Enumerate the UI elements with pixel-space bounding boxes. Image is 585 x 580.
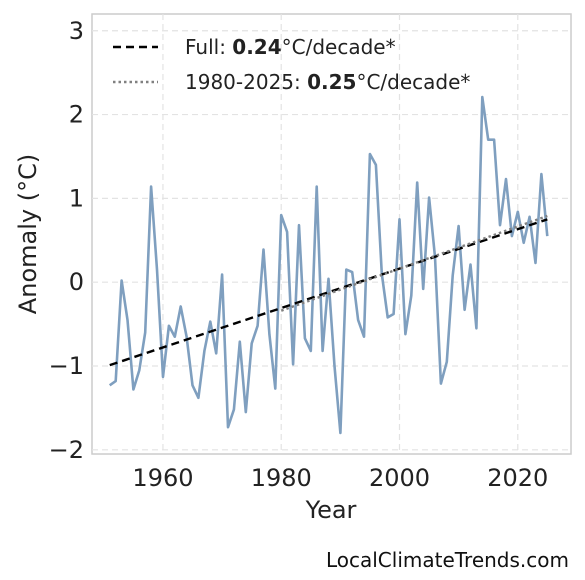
legend-text-part: 0.24 — [232, 35, 281, 59]
watermark: LocalClimateTrends.com — [325, 548, 569, 572]
y-tick-label: 1 — [69, 184, 84, 212]
trend-group — [109, 214, 548, 367]
legend-entry-0: Full: 0.24°C/decade* — [185, 35, 396, 59]
legend-entry-1: 1980-2025: 0.25°C/decade* — [185, 70, 470, 94]
legend-text-part: °C/decade* — [282, 35, 396, 59]
legend: Full: 0.24°C/decade*1980-2025: 0.25°C/de… — [113, 35, 470, 94]
series-group — [108, 95, 549, 435]
x-tick-label: 1960 — [132, 464, 193, 492]
y-axis-label: Anomaly (°C) — [14, 154, 42, 314]
y-axis: −2 −1 0 1 2 3 — [49, 17, 84, 464]
y-tick-label: 3 — [69, 17, 84, 45]
x-axis-label: Year — [305, 496, 357, 524]
plot-area — [91, 13, 572, 455]
legend-text-part: Full: — [185, 35, 232, 59]
y-tick-label: −1 — [49, 352, 84, 380]
x-tick-label: 2000 — [369, 464, 430, 492]
x-tick-label: 2020 — [487, 464, 548, 492]
legend-text-part: 1980-2025: — [185, 70, 307, 94]
x-axis: 1960 1980 2000 2020 — [132, 464, 548, 492]
y-tick-label: 0 — [69, 268, 84, 296]
y-tick-label: −2 — [49, 436, 84, 464]
series-line-0 — [108, 95, 549, 435]
y-tick-label: 2 — [69, 101, 84, 129]
legend-text-part: °C/decade* — [356, 70, 470, 94]
x-tick-label: 1980 — [251, 464, 312, 492]
trend-line-0 — [109, 218, 548, 367]
legend-text-part: 0.25 — [307, 70, 356, 94]
